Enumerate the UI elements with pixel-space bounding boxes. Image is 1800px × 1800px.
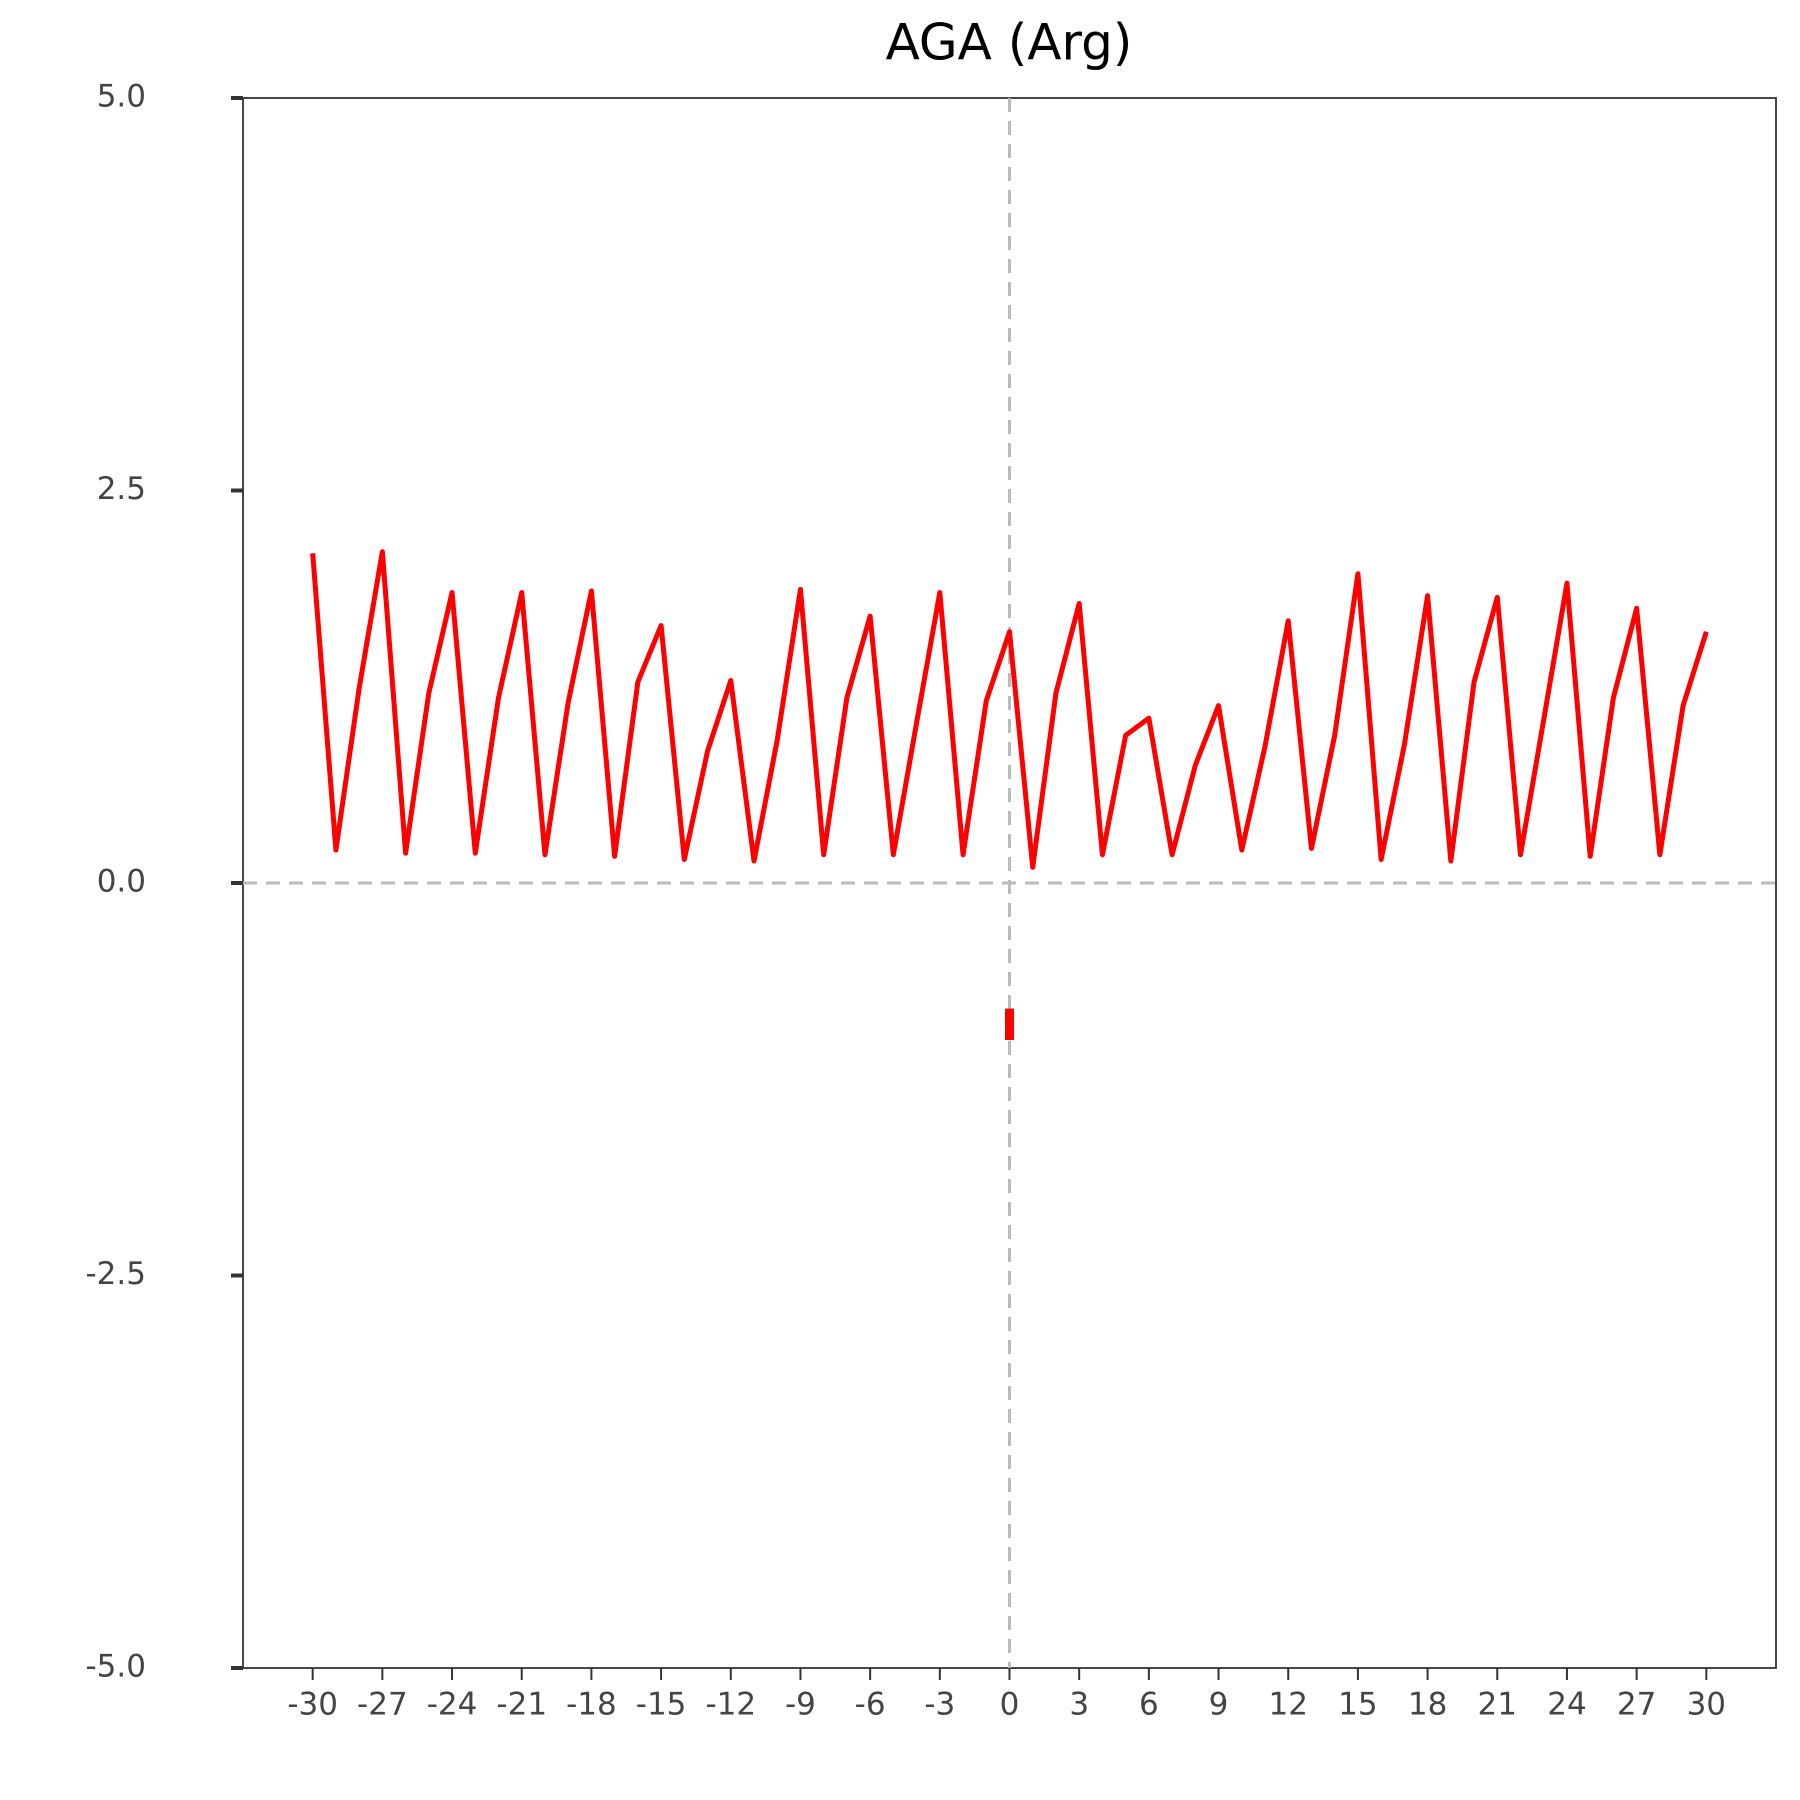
x-tick-label: 6 — [1139, 1687, 1159, 1723]
y-tick-label: -5.0 — [86, 1649, 147, 1685]
x-tick-label: -12 — [705, 1687, 756, 1723]
x-tick-label: 9 — [1209, 1687, 1229, 1723]
x-tick-label: -9 — [785, 1687, 816, 1723]
x-tick-label: 21 — [1478, 1687, 1517, 1723]
x-tick-label: 3 — [1069, 1687, 1089, 1723]
x-tick-label: -15 — [636, 1687, 687, 1723]
x-tick-label: -27 — [357, 1687, 408, 1723]
x-tick-label: 30 — [1687, 1687, 1726, 1723]
y-tick-label: 5.0 — [97, 79, 146, 115]
x-tick-label: 15 — [1338, 1687, 1377, 1723]
x-tick-label: 27 — [1617, 1687, 1656, 1723]
x-tick-label: 0 — [1000, 1687, 1020, 1723]
x-tick-label: 24 — [1547, 1687, 1586, 1723]
y-tick-label: 2.5 — [97, 471, 146, 507]
x-tick-label: -21 — [496, 1687, 547, 1723]
x-tick-label: -6 — [855, 1687, 886, 1723]
chart-title: AGA (Arg) — [886, 14, 1133, 72]
x-tick-label: -30 — [287, 1687, 338, 1723]
y-tick-label: 0.0 — [97, 864, 146, 900]
x-tick-label: -24 — [427, 1687, 478, 1723]
data-line — [310, 549, 1709, 870]
y-tick-label: -2.5 — [86, 1256, 147, 1292]
x-tick-label: -3 — [924, 1687, 955, 1723]
x-tick-label: 12 — [1269, 1687, 1308, 1723]
x-tick-label: -18 — [566, 1687, 617, 1723]
x-tick-label: 18 — [1408, 1687, 1447, 1723]
